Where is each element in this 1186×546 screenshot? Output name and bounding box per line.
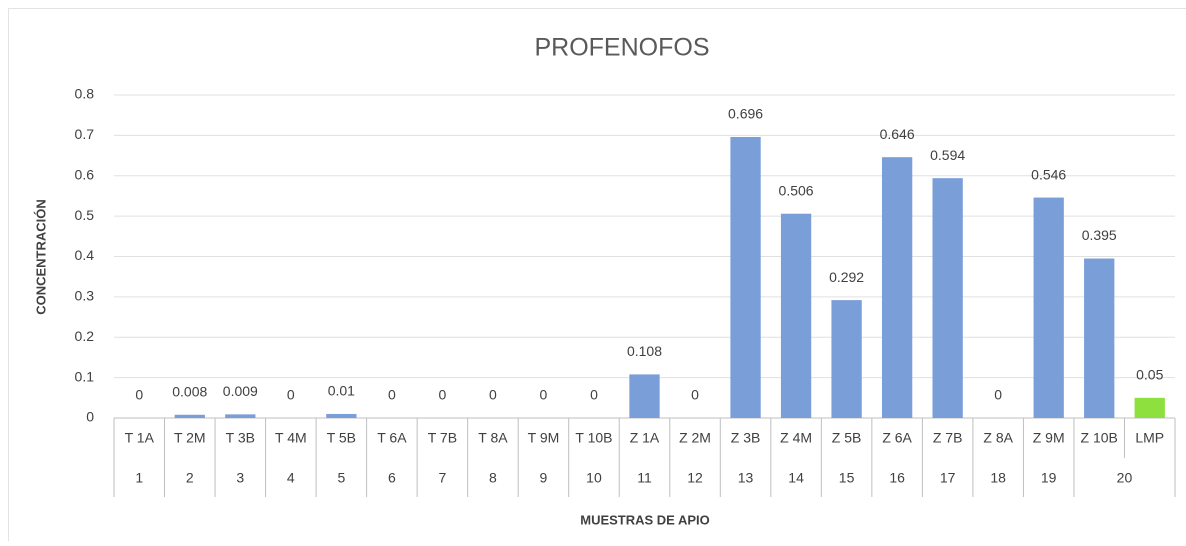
- data-label: 0.594: [930, 147, 965, 163]
- data-label: 0.696: [728, 106, 763, 122]
- data-label: 0: [590, 387, 598, 403]
- x-axis-label: MUESTRAS DE APIO: [580, 512, 710, 527]
- bar: [1135, 398, 1165, 418]
- data-label: 0: [691, 387, 699, 403]
- bar: [932, 178, 962, 418]
- y-tick-label: 0.8: [75, 86, 95, 102]
- x-tick-label: Z 1A: [630, 430, 660, 446]
- bar: [1034, 198, 1064, 418]
- bar: [831, 300, 861, 418]
- y-tick-label: 0.3: [75, 288, 95, 304]
- group-label: 13: [738, 470, 754, 486]
- group-label: 3: [236, 470, 244, 486]
- y-tick-label: 0.6: [75, 166, 95, 182]
- data-label: 0: [540, 387, 548, 403]
- group-label: 10: [586, 470, 602, 486]
- group-label: 12: [687, 470, 703, 486]
- data-label: 0.646: [880, 126, 915, 142]
- bar: [882, 157, 912, 418]
- data-label: 0.546: [1031, 166, 1066, 182]
- data-label: 0: [489, 387, 497, 403]
- x-tick-label: LMP: [1135, 430, 1164, 446]
- x-tick-label: Z 10B: [1081, 430, 1118, 446]
- group-label: 17: [940, 470, 956, 486]
- y-tick-label: 0.2: [75, 328, 95, 344]
- x-tick-label: T 9M: [528, 430, 560, 446]
- data-label: 0: [287, 387, 295, 403]
- group-label: 6: [388, 470, 396, 486]
- group-label: 8: [489, 470, 497, 486]
- group-label: 16: [889, 470, 905, 486]
- x-tick-label: Z 6A: [882, 430, 912, 446]
- data-label: 0.292: [829, 269, 864, 285]
- data-label: 0.05: [1136, 367, 1163, 383]
- data-label: 0.395: [1082, 227, 1117, 243]
- x-tick-label: T 3B: [226, 430, 255, 446]
- bar: [730, 137, 760, 418]
- group-label: 19: [1041, 470, 1057, 486]
- x-tick-label: T 6A: [377, 430, 407, 446]
- y-tick-label: 0.7: [75, 126, 95, 142]
- x-tick-label: T 10B: [575, 430, 612, 446]
- y-tick-label: 0.5: [75, 207, 95, 223]
- bar: [781, 214, 811, 418]
- x-tick-label: Z 5B: [832, 430, 862, 446]
- data-label: 0.008: [172, 383, 207, 399]
- data-label: 0.108: [627, 343, 662, 359]
- group-label: 20: [1117, 470, 1133, 486]
- group-label: 1: [135, 470, 143, 486]
- group-label: 18: [990, 470, 1006, 486]
- bar: [629, 374, 659, 418]
- group-label: 11: [637, 470, 652, 486]
- chart-border: [9, 9, 1186, 542]
- group-label: 7: [439, 470, 447, 486]
- data-label: 0: [388, 387, 396, 403]
- x-tick-label: T 2M: [174, 430, 206, 446]
- data-label: 0.01: [328, 383, 355, 399]
- group-label: 9: [540, 470, 548, 486]
- bar: [175, 415, 205, 418]
- group-label: 14: [788, 470, 804, 486]
- y-tick-label: 0.1: [75, 368, 95, 384]
- data-label: 0: [994, 387, 1002, 403]
- bar: [225, 414, 255, 418]
- x-tick-label: Z 9M: [1033, 430, 1065, 446]
- x-tick-label: T 7B: [428, 430, 457, 446]
- x-tick-label: Z 3B: [731, 430, 761, 446]
- x-tick-label: T 4M: [275, 430, 307, 446]
- x-tick-label: T 8A: [478, 430, 508, 446]
- group-label: 5: [337, 470, 345, 486]
- bar: [1084, 259, 1114, 418]
- x-tick-label: Z 7B: [933, 430, 963, 446]
- data-label: 0: [439, 387, 447, 403]
- x-tick-label: Z 4M: [780, 430, 812, 446]
- y-axis-label: CONCENTRACIÓN: [33, 199, 48, 315]
- data-label: 0.506: [779, 182, 814, 198]
- group-label: 15: [839, 470, 855, 486]
- x-tick-label: Z 2M: [679, 430, 711, 446]
- data-label: 0: [135, 387, 143, 403]
- bar: [326, 414, 356, 418]
- y-tick-label: 0: [86, 409, 94, 425]
- chart-title: PROFENOFOS: [534, 34, 709, 62]
- x-tick-label: Z 8A: [983, 430, 1013, 446]
- x-tick-label: T 5B: [327, 430, 356, 446]
- y-tick-label: 0.4: [75, 247, 95, 263]
- group-label: 2: [186, 470, 194, 486]
- data-label: 0.009: [223, 383, 258, 399]
- group-label: 4: [287, 470, 295, 486]
- x-tick-label: T 1A: [125, 430, 155, 446]
